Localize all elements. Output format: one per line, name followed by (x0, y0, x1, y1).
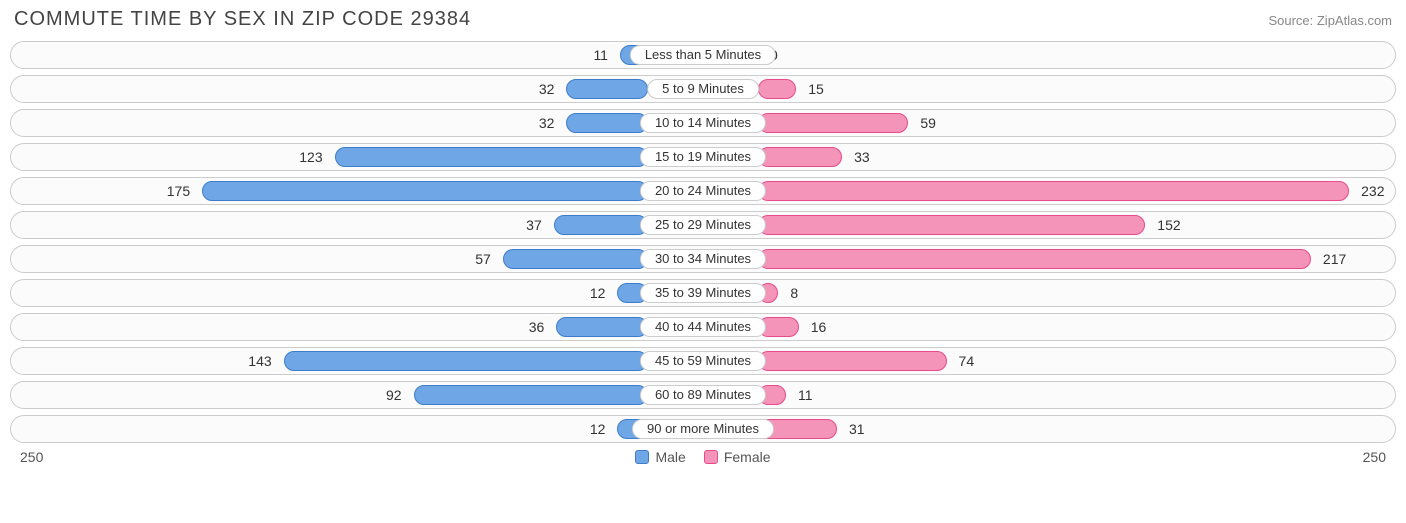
male-value: 36 (529, 314, 551, 340)
table-row: 123 33 15 to 19 Minutes (10, 143, 1396, 171)
male-value: 32 (539, 76, 561, 102)
category-label: 40 to 44 Minutes (640, 317, 766, 337)
female-bar (758, 351, 947, 371)
male-bar (284, 351, 648, 371)
female-value: 31 (843, 416, 865, 442)
chart-title: COMMUTE TIME BY SEX IN ZIP CODE 29384 (14, 8, 471, 31)
female-value: 59 (914, 110, 936, 136)
chart-axis: 250 Male Female 250 (10, 449, 1396, 465)
table-row: 143 74 45 to 59 Minutes (10, 347, 1396, 375)
female-bar (758, 249, 1311, 269)
category-label: Less than 5 Minutes (630, 45, 776, 65)
female-value: 232 (1355, 178, 1384, 204)
female-value: 15 (802, 76, 824, 102)
category-label: 90 or more Minutes (632, 419, 774, 439)
table-row: 37 152 25 to 29 Minutes (10, 211, 1396, 239)
female-value: 152 (1151, 212, 1180, 238)
table-row: 32 59 10 to 14 Minutes (10, 109, 1396, 137)
male-value: 92 (386, 382, 408, 408)
male-value: 123 (299, 144, 328, 170)
female-value: 8 (784, 280, 798, 306)
female-swatch-icon (704, 450, 718, 464)
female-bar (758, 215, 1145, 235)
male-value: 57 (475, 246, 497, 272)
table-row: 32 15 5 to 9 Minutes (10, 75, 1396, 103)
female-value: 74 (953, 348, 975, 374)
table-row: 12 8 35 to 39 Minutes (10, 279, 1396, 307)
male-bar (556, 317, 648, 337)
legend-label: Female (724, 449, 771, 465)
male-bar (554, 215, 648, 235)
category-label: 25 to 29 Minutes (640, 215, 766, 235)
male-value: 12 (590, 280, 612, 306)
male-value: 37 (526, 212, 548, 238)
category-label: 45 to 59 Minutes (640, 351, 766, 371)
male-value: 143 (248, 348, 277, 374)
male-bar (566, 113, 648, 133)
category-label: 30 to 34 Minutes (640, 249, 766, 269)
female-bar (758, 79, 796, 99)
table-row: 12 31 90 or more Minutes (10, 415, 1396, 443)
male-value: 32 (539, 110, 561, 136)
male-swatch-icon (635, 450, 649, 464)
category-label: 10 to 14 Minutes (640, 113, 766, 133)
female-bar (758, 113, 908, 133)
category-label: 20 to 24 Minutes (640, 181, 766, 201)
female-bar (758, 181, 1349, 201)
female-value: 11 (792, 382, 813, 408)
male-bar (566, 79, 648, 99)
table-row: 36 16 40 to 44 Minutes (10, 313, 1396, 341)
male-bar (414, 385, 648, 405)
male-value: 175 (167, 178, 196, 204)
table-row: 175 232 20 to 24 Minutes (10, 177, 1396, 205)
male-value: 11 (593, 42, 614, 68)
category-label: 5 to 9 Minutes (647, 79, 759, 99)
chart-legend: Male Female (635, 449, 770, 465)
female-value: 217 (1317, 246, 1346, 272)
axis-left-max: 250 (20, 449, 43, 465)
male-value: 12 (590, 416, 612, 442)
legend-label: Male (655, 449, 685, 465)
chart-source: Source: ZipAtlas.com (1268, 13, 1392, 28)
legend-item-female: Female (704, 449, 771, 465)
male-bar (335, 147, 648, 167)
table-row: 110Less than 5 Minutes (10, 41, 1396, 69)
female-bar (758, 147, 842, 167)
male-bar (503, 249, 648, 269)
female-value: 33 (848, 144, 870, 170)
table-row: 92 11 60 to 89 Minutes (10, 381, 1396, 409)
chart-header: COMMUTE TIME BY SEX IN ZIP CODE 29384 So… (10, 8, 1396, 31)
legend-item-male: Male (635, 449, 685, 465)
diverging-bar-chart: 110Less than 5 Minutes 32 15 5 to 9 Minutes… (10, 41, 1396, 443)
category-label: 15 to 19 Minutes (640, 147, 766, 167)
table-row: 57 217 30 to 34 Minutes (10, 245, 1396, 273)
female-value: 16 (805, 314, 827, 340)
category-label: 60 to 89 Minutes (640, 385, 766, 405)
male-bar (202, 181, 648, 201)
category-label: 35 to 39 Minutes (640, 283, 766, 303)
axis-right-max: 250 (1363, 449, 1386, 465)
